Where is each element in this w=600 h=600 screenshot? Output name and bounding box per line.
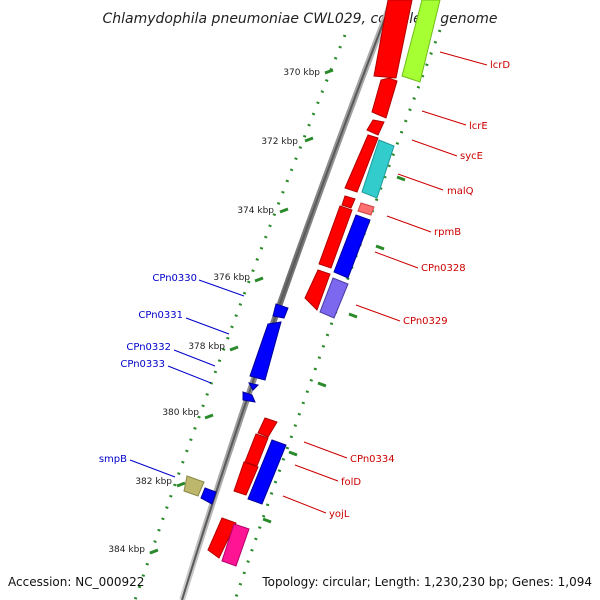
leader-rpmB xyxy=(386,215,432,233)
label-CPn0331: CPn0331 xyxy=(138,310,183,321)
gene-smpB[interactable] xyxy=(183,475,205,497)
gene-CPn0332[interactable] xyxy=(248,382,259,391)
gene-yojL[interactable] xyxy=(233,461,259,496)
gene-CPn0328-track[interactable] xyxy=(333,214,371,279)
gene-folD[interactable] xyxy=(244,433,269,467)
tick-label-382: 382 kbp xyxy=(135,477,172,487)
label-sycE: sycE xyxy=(460,151,483,162)
gene-sycE[interactable] xyxy=(366,119,385,136)
label-CPn0330: CPn0330 xyxy=(152,273,197,284)
gene-labels-reverse: CPn0330 CPn0331 CPn0332 CPn0333 smpB xyxy=(99,273,197,465)
label-CPn0334: CPn0334 xyxy=(350,454,395,465)
kbp-ticks: 370 kbp 372 kbp 374 kbp 376 kbp 378 kbp … xyxy=(108,68,334,555)
gene-lcrD-track[interactable] xyxy=(401,0,441,83)
forward-strand-genes xyxy=(221,0,441,567)
leader-CPn0332 xyxy=(173,349,216,367)
label-CPn0332: CPn0332 xyxy=(126,342,171,353)
label-lcrD: lcrD xyxy=(490,60,510,71)
gene-smpB-blue[interactable] xyxy=(200,487,217,505)
gene-lcrD[interactable] xyxy=(373,0,413,79)
leader-yojL xyxy=(282,495,327,514)
gene-CPn0333[interactable] xyxy=(242,391,256,403)
gene-malQ-track[interactable] xyxy=(361,139,395,199)
label-folD: folD xyxy=(341,477,361,488)
outer-tick-ring xyxy=(133,34,347,600)
leader-CPn0331 xyxy=(185,317,230,335)
leader-CPn0333 xyxy=(167,365,212,384)
gene-CPn0329-track[interactable] xyxy=(319,277,349,319)
gene-CPn0329[interactable] xyxy=(304,269,331,311)
gene-rpmB-track[interactable] xyxy=(357,202,375,216)
leader-CPn0328 xyxy=(374,251,419,269)
tick-374 xyxy=(279,207,289,214)
label-CPn0333: CPn0333 xyxy=(120,359,165,370)
tick-label-370: 370 kbp xyxy=(283,68,320,78)
tick-rings xyxy=(133,29,442,600)
gene-CPn0334[interactable] xyxy=(257,417,278,438)
map-title: Chlamydophila pneumoniae CWL029, complet… xyxy=(103,11,498,27)
tick-label-376: 376 kbp xyxy=(213,273,250,283)
tick-380 xyxy=(204,413,214,420)
inner-ring-ticks xyxy=(262,175,406,524)
label-rpmB: rpmB xyxy=(434,227,461,238)
inner-tick xyxy=(348,312,358,319)
leader-CPn0330 xyxy=(198,279,245,297)
outer-genes xyxy=(183,303,289,505)
gene-rpmB[interactable] xyxy=(341,195,356,209)
gene-malQ[interactable] xyxy=(344,134,379,193)
leader-CPn0334 xyxy=(303,441,348,459)
reverse-strand-genes xyxy=(207,0,413,559)
tick-376 xyxy=(254,276,264,283)
leader-smpB xyxy=(129,459,176,478)
label-CPn0328: CPn0328 xyxy=(421,263,466,274)
leader-folD xyxy=(294,464,339,482)
inner-tick xyxy=(375,244,385,251)
gene-CPn0331[interactable] xyxy=(249,321,282,381)
tick-372 xyxy=(304,136,314,143)
gene-lcrE[interactable] xyxy=(371,77,398,119)
leader-lcrD xyxy=(439,51,488,66)
label-leader-lines xyxy=(129,51,488,514)
tick-378 xyxy=(229,345,239,352)
gene-folD-track[interactable] xyxy=(247,439,287,505)
gene-labels-forward: lcrD lcrE sycE malQ rpmB CPn0328 CPn0329… xyxy=(329,60,510,520)
topology-text: Topology: circular; Length: 1,230,230 bp… xyxy=(261,575,592,589)
tick-label-384: 384 kbp xyxy=(108,545,145,555)
tick-370 xyxy=(324,68,334,75)
tick-label-380: 380 kbp xyxy=(162,408,199,418)
gene-magenta[interactable] xyxy=(221,523,250,567)
inner-tick xyxy=(262,517,272,524)
tick-382 xyxy=(176,481,186,488)
leader-lcrE xyxy=(421,110,467,126)
inner-tick xyxy=(396,175,406,182)
label-lcrE: lcrE xyxy=(469,121,488,132)
label-malQ: malQ xyxy=(447,186,474,197)
label-CPn0329: CPn0329 xyxy=(403,316,448,327)
inner-tick xyxy=(288,450,298,457)
leader-CPn0329 xyxy=(355,304,401,322)
gene-CPn0330[interactable] xyxy=(272,303,289,319)
gene-CPn0328[interactable] xyxy=(318,205,353,269)
tick-label-374: 374 kbp xyxy=(237,206,274,216)
gene-lower[interactable] xyxy=(207,517,237,559)
inner-tick xyxy=(317,381,327,388)
tick-label-378: 378 kbp xyxy=(188,342,225,352)
label-smpB: smpB xyxy=(99,454,127,465)
tick-label-372: 372 kbp xyxy=(261,137,298,147)
genome-backbone xyxy=(179,0,395,600)
label-yojL: yojL xyxy=(329,509,350,520)
accession-text: Accession: NC_000922 xyxy=(8,575,144,589)
leader-malQ xyxy=(397,173,444,191)
leader-sycE xyxy=(411,139,458,157)
tick-384 xyxy=(149,548,159,555)
